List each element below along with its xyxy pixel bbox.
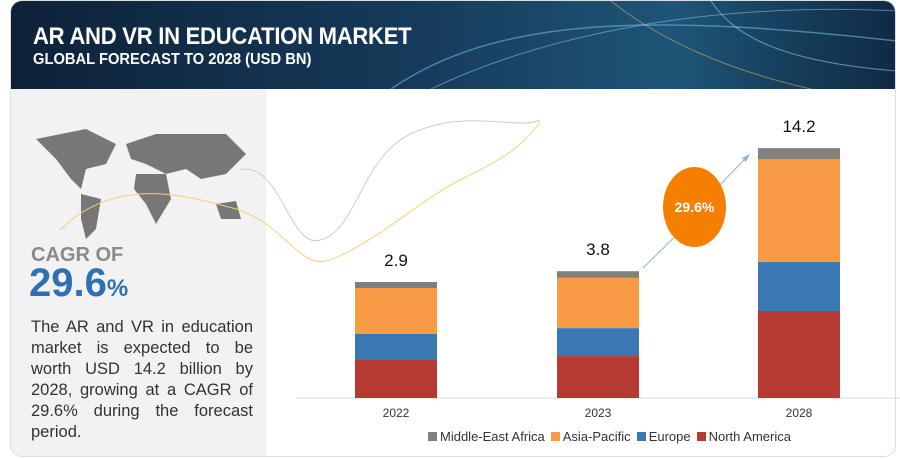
- legend-label: North America: [708, 429, 791, 444]
- world-map-icon: [36, 129, 246, 239]
- x-tick-label: 2022: [383, 406, 410, 420]
- legend-swatch: [428, 432, 437, 441]
- bar-segment-asia-pacific-2023: [557, 277, 639, 329]
- light-streaks-decoration: [390, 1, 895, 89]
- total-label: 2.9: [384, 251, 408, 270]
- legend-swatch: [636, 432, 646, 441]
- bar-segment-europe-2028: [758, 262, 840, 312]
- arrowhead-icon: [742, 154, 750, 162]
- legend-label: Asia-Pacific: [562, 429, 631, 444]
- legend-swatch: [696, 432, 706, 441]
- total-label: 3.8: [586, 240, 610, 259]
- legend-item: Middle-East Africa: [428, 429, 545, 444]
- x-tick-label: 2023: [585, 406, 612, 420]
- infographic: AR AND VR IN EDUCATION MARKET GLOBAL FOR…: [10, 0, 896, 457]
- legend-item: Europe: [636, 429, 691, 444]
- bar-segment-north-america-2023: [557, 356, 639, 398]
- cagr-label: CAGR OF: [31, 244, 124, 266]
- legend-label: Europe: [648, 429, 691, 444]
- summary-description: The AR and VR in education market is exp…: [31, 318, 253, 441]
- legend-item: North America: [696, 429, 791, 444]
- bar-segment-asia-pacific-2028: [758, 159, 840, 263]
- decorative-curve: [59, 121, 541, 262]
- bar-segment-north-america-2028: [758, 311, 840, 398]
- cagr-number: 29.6: [29, 261, 107, 305]
- page-title: AR AND VR IN EDUCATION MARKET: [33, 23, 412, 50]
- cagr-bubble: 29.6%: [663, 167, 726, 247]
- summary-panel: CAGR OF 29.6% The AR and VR in education…: [11, 89, 266, 456]
- header-banner: AR AND VR IN EDUCATION MARKET GLOBAL FOR…: [11, 1, 895, 89]
- cagr-value: 29.6%: [29, 261, 128, 306]
- bar-segment-middle-east-africa-2028: [758, 148, 840, 160]
- legend-item: Asia-Pacific: [550, 429, 631, 444]
- decorative-curve: [239, 119, 541, 242]
- bar-segment-asia-pacific-2022: [355, 288, 437, 335]
- total-label: 14.2: [782, 117, 815, 136]
- bar-segment-europe-2023: [557, 328, 639, 357]
- chart-legend: Middle-East Africa Asia-Pacific Europe Nort…: [428, 429, 791, 444]
- bar-segment-middle-east-africa-2022: [355, 282, 437, 289]
- legend-swatch: [550, 432, 560, 441]
- bar-segment-middle-east-africa-2023: [557, 271, 639, 278]
- cagr-unit: %: [106, 275, 129, 302]
- bar-segment-europe-2022: [355, 334, 437, 361]
- page-subtitle: GLOBAL FORECAST TO 2028 (USD BN): [33, 51, 312, 68]
- x-tick-label: 2028: [786, 406, 813, 420]
- legend-label: Middle-East Africa: [440, 429, 545, 444]
- bar-segment-north-america-2022: [355, 360, 437, 398]
